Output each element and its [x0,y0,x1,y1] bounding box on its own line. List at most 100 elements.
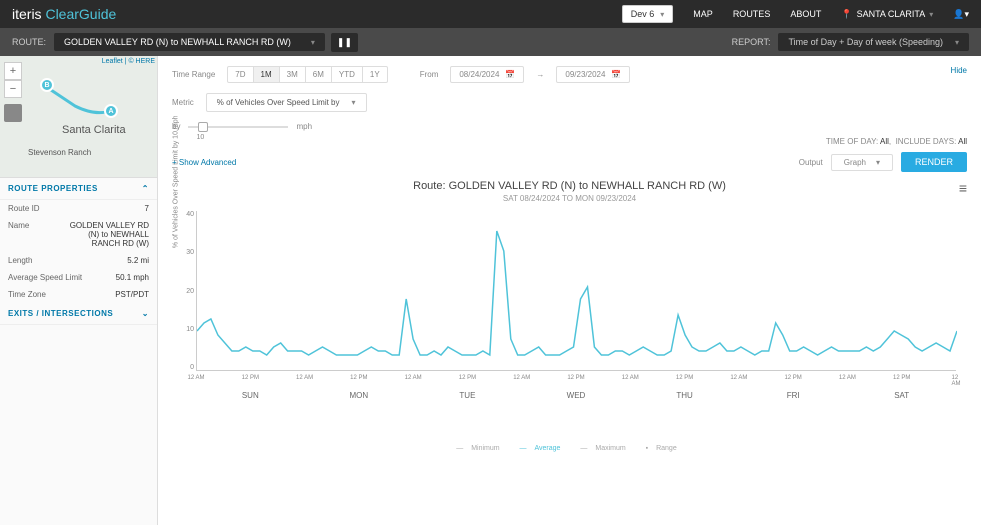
tod-value: All [880,137,889,146]
property-row: NameGOLDEN VALLEY RD (N) to NEWHALL RANC… [0,217,157,252]
range-buttons: 7D1M3M6MYTD1Y [227,66,387,83]
section-route-properties[interactable]: ROUTE PROPERTIES ⌃ [0,178,157,200]
output-label: Output [799,158,823,167]
x-tick: 12 AM [952,375,961,387]
layers-button[interactable] [4,104,22,122]
top-nav: Dev 6 ▾ MAP ROUTES ABOUT 📍 SANTA CLARITA… [622,5,969,23]
logo: iteris ClearGuide [12,6,116,22]
output-value: Graph [844,158,866,167]
chart-menu-icon[interactable]: ≡ [959,180,967,196]
advanced-row: + Show Advanced Output Graph ▾ RENDER [172,152,967,172]
mph-label: mph [296,122,312,131]
chevron-down-icon: ▾ [660,10,664,19]
legend-avg: — Average [520,445,567,452]
range-1Y[interactable]: 1Y [363,67,387,82]
route-name: GOLDEN VALLEY RD (N) to NEWHALL RANCH RD… [64,37,291,47]
date-from-input[interactable]: 08/24/2024 📅 [450,66,524,83]
nav-map[interactable]: MAP [693,9,713,19]
metric-label: Metric [172,98,194,107]
prop-value: 5.2 mi [127,256,149,265]
calendar-icon: 📅 [505,70,515,79]
pause-button[interactable]: ❚❚ [331,33,358,52]
hide-link[interactable]: Hide [951,66,967,75]
chevron-down-icon: ▾ [876,158,880,167]
metric-row: Metric % of Vehicles Over Speed Limit by… [172,93,967,112]
render-button[interactable]: RENDER [901,152,967,172]
report-select[interactable]: Time of Day + Day of week (Speeding) ▾ [778,33,969,51]
prop-key: Time Zone [8,290,46,299]
time-range-label: Time Range [172,70,215,79]
zoom-in-button[interactable]: + [4,62,22,80]
range-6M[interactable]: 6M [306,67,332,82]
property-row: Time Zone PST/PDT [0,286,157,303]
show-advanced-link[interactable]: + Show Advanced [172,158,236,167]
y-tick: 30 [182,249,194,256]
y-tick: 20 [182,288,194,295]
arrow-icon: → [536,70,544,79]
slider-value: 10 [196,134,204,141]
range-YTD[interactable]: YTD [332,67,363,82]
chart-area: ≡ Route: GOLDEN VALLEY RD (N) to NEWHALL… [172,180,967,452]
top-bar: iteris ClearGuide Dev 6 ▾ MAP ROUTES ABO… [0,0,981,28]
property-row: Average Speed Limit 50.1 mph [0,269,157,286]
prop-key: Average Speed Limit [8,273,82,282]
y-tick: 10 [182,326,194,333]
x-tick: 12 PM [784,375,801,381]
output-group: Output Graph ▾ RENDER [799,152,967,172]
legend-max: — Maximum [580,445,631,452]
days-value: All [958,137,967,146]
range-7D[interactable]: 7D [228,67,253,82]
slider-thumb[interactable] [198,122,208,132]
section-label: ROUTE PROPERTIES [8,184,98,193]
route-label: ROUTE: [12,37,46,47]
chevron-down-icon: ▾ [311,38,315,47]
prop-value: PST/PDT [115,290,149,299]
plot-area[interactable] [196,211,956,371]
nav-routes[interactable]: ROUTES [733,9,771,19]
calendar-icon: 📅 [611,70,621,79]
location-label: SANTA CLARITA [857,9,926,19]
sidebar: + − Leaflet | © HERE B A Santa Clarita S… [0,56,158,525]
route-select[interactable]: GOLDEN VALLEY RD (N) to NEWHALL RANCH RD… [54,33,325,51]
range-3M[interactable]: 3M [280,67,306,82]
x-tick: 12 PM [567,375,584,381]
logo-clearguide: ClearGuide [45,6,116,22]
nav-about[interactable]: ABOUT [790,9,821,19]
x-tick: 12 PM [350,375,367,381]
days-label: INCLUDE DAYS: [896,137,957,146]
section-label: EXITS / INTERSECTIONS [8,309,113,318]
map-attribution: Leaflet | © HERE [102,58,155,65]
metric-value: % of Vehicles Over Speed Limit by [217,98,340,107]
marker-a[interactable]: A [104,104,118,118]
x-tick: 12 PM [893,375,910,381]
dev-label: Dev 6 [631,9,655,19]
map-zoom-controls: + − [4,62,22,98]
mini-map[interactable]: + − Leaflet | © HERE B A Santa Clarita S… [0,56,157,178]
legend: — Minimum — Average — Maximum ▪ Range [172,445,967,452]
x-day: SUN [242,391,259,400]
pin-icon: 📍 [841,9,852,20]
metric-select[interactable]: % of Vehicles Over Speed Limit by ▾ [206,93,367,112]
range-1M[interactable]: 1M [254,67,280,82]
legend-range: ▪ Range [646,445,683,452]
sub-bar: ROUTE: GOLDEN VALLEY RD (N) to NEWHALL R… [0,28,981,56]
date-to-input[interactable]: 09/23/2024 📅 [556,66,630,83]
marker-b[interactable]: B [40,78,54,92]
prop-value: 50.1 mph [116,273,149,282]
property-list: Route ID7NameGOLDEN VALLEY RD (N) to NEW… [0,200,157,303]
chevron-up-icon: ⌃ [142,184,149,193]
x-tick: 12 PM [459,375,476,381]
y-axis-label: % of Vehicles Over Speed Limit by 10 mph [173,115,180,248]
section-exits[interactable]: EXITS / INTERSECTIONS ⌄ [0,303,157,325]
x-day: MON [350,391,369,400]
user-icon[interactable]: 👤▾ [953,9,969,20]
x-tick: 12 AM [187,375,204,381]
output-select[interactable]: Graph ▾ [831,154,893,171]
chart-wrap: % of Vehicles Over Speed Limit by 10 mph… [196,211,967,411]
x-tick: 12 AM [405,375,422,381]
location-select[interactable]: 📍 SANTA CLARITA ▾ [841,9,933,20]
dev-select[interactable]: Dev 6 ▾ [622,5,674,23]
date-to-value: 09/23/2024 [565,70,605,79]
zoom-out-button[interactable]: − [4,80,22,98]
by-slider[interactable]: 10 [188,126,288,128]
